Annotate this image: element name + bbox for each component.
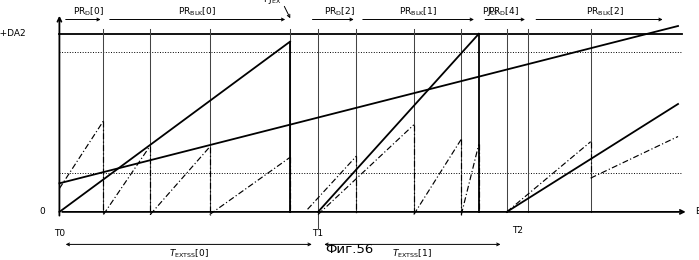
Text: $\mathrm{PR_{D}[2]}$: $\mathrm{PR_{D}[2]}$: [324, 5, 354, 18]
Text: $\mathrm{PR_{BLK}[2]}$: $\mathrm{PR_{BLK}[2]}$: [586, 5, 624, 18]
Text: T0: T0: [54, 230, 65, 238]
Text: $\mathrm{PJ_{LY}}$: $\mathrm{PJ_{LY}}$: [482, 5, 500, 18]
Text: $\mathrm{PR_{D}[4]}$: $\mathrm{PR_{D}[4]}$: [488, 5, 519, 18]
Text: $T_{\mathrm{EXTSS}}$[0]: $T_{\mathrm{EXTSS}}$[0]: [168, 247, 209, 260]
Text: T1: T1: [312, 230, 324, 238]
Text: DA1+DA2: DA1+DA2: [0, 29, 26, 38]
Text: 0: 0: [40, 207, 45, 216]
Text: Время: Время: [696, 207, 699, 216]
Text: $\mathrm{PR_{BLK}[1]}$: $\mathrm{PR_{BLK}[1]}$: [398, 5, 437, 18]
Text: $\mathrm{PR_{D}[0]}$: $\mathrm{PR_{D}[0]}$: [73, 5, 104, 18]
Text: $\mathrm{PJ_{EX}}$: $\mathrm{PJ_{EX}}$: [264, 0, 282, 6]
Text: T2: T2: [512, 226, 523, 235]
Text: $T_{\mathrm{EXTSS}}$[1]: $T_{\mathrm{EXTSS}}$[1]: [392, 247, 433, 260]
Text: Фиг.56: Фиг.56: [325, 243, 374, 256]
Text: $\mathrm{PR_{BLK}[0]}$: $\mathrm{PR_{BLK}[0]}$: [178, 5, 216, 18]
